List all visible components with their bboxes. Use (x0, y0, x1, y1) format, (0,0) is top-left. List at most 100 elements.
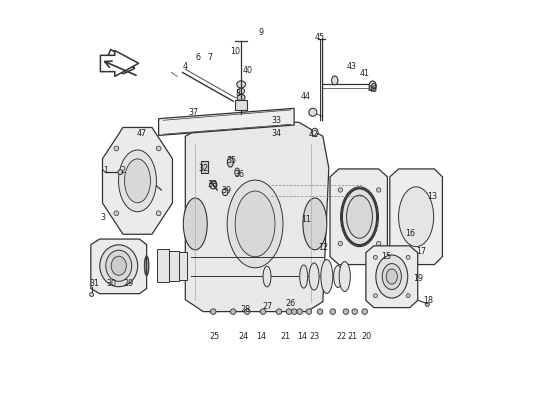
Ellipse shape (156, 211, 161, 216)
Bar (201, 161, 208, 173)
Ellipse shape (309, 263, 319, 290)
Text: 36: 36 (234, 170, 244, 178)
Text: 1: 1 (103, 166, 108, 175)
Ellipse shape (227, 157, 233, 167)
Ellipse shape (235, 168, 239, 176)
Ellipse shape (372, 83, 376, 89)
Text: 32: 32 (198, 164, 208, 174)
Ellipse shape (263, 266, 271, 287)
Text: 23: 23 (310, 332, 320, 341)
Ellipse shape (285, 112, 289, 115)
Text: 44: 44 (301, 92, 311, 101)
Ellipse shape (340, 187, 378, 247)
Polygon shape (102, 128, 173, 234)
Ellipse shape (168, 122, 171, 125)
Polygon shape (101, 50, 139, 76)
Text: 14: 14 (297, 332, 307, 341)
Ellipse shape (303, 198, 327, 250)
Ellipse shape (292, 309, 297, 314)
Ellipse shape (260, 309, 266, 314)
Ellipse shape (156, 146, 161, 151)
Text: Europes: Europes (251, 153, 363, 231)
Text: 46: 46 (367, 85, 378, 94)
Text: 28: 28 (240, 305, 250, 314)
Polygon shape (390, 169, 442, 264)
Text: 34: 34 (271, 128, 281, 138)
Ellipse shape (286, 309, 292, 314)
Text: 13: 13 (427, 192, 437, 200)
Ellipse shape (100, 245, 138, 287)
Ellipse shape (168, 129, 171, 132)
Text: 47: 47 (136, 128, 146, 138)
Ellipse shape (119, 150, 156, 212)
Ellipse shape (377, 241, 381, 246)
Ellipse shape (118, 170, 123, 174)
Ellipse shape (276, 309, 282, 314)
Text: 4: 4 (183, 62, 188, 71)
Ellipse shape (334, 266, 342, 288)
Text: 40: 40 (243, 66, 253, 74)
Text: 45: 45 (315, 33, 325, 42)
Ellipse shape (321, 260, 333, 294)
Ellipse shape (338, 188, 343, 192)
Ellipse shape (238, 88, 245, 94)
Ellipse shape (297, 309, 302, 314)
Text: 38: 38 (207, 180, 217, 189)
Ellipse shape (382, 264, 402, 290)
Text: 24: 24 (238, 332, 248, 341)
Ellipse shape (111, 256, 126, 275)
Ellipse shape (222, 188, 228, 196)
Ellipse shape (386, 269, 397, 284)
Text: 30: 30 (107, 279, 117, 288)
Ellipse shape (362, 309, 367, 314)
Ellipse shape (306, 309, 312, 314)
Polygon shape (330, 169, 387, 264)
Text: 27: 27 (263, 302, 273, 311)
Text: 29: 29 (124, 279, 134, 288)
Ellipse shape (352, 309, 358, 314)
Ellipse shape (244, 309, 250, 314)
Text: 18: 18 (424, 296, 433, 305)
Ellipse shape (373, 255, 377, 259)
Text: 15: 15 (382, 252, 392, 261)
Text: 33: 33 (271, 116, 281, 125)
Ellipse shape (235, 191, 275, 257)
Text: 7: 7 (208, 53, 213, 62)
Text: 6: 6 (196, 53, 201, 62)
Text: 20: 20 (361, 332, 372, 341)
Text: 21: 21 (280, 332, 291, 341)
Ellipse shape (346, 195, 372, 238)
Text: 3: 3 (100, 214, 105, 222)
Text: 41: 41 (360, 69, 370, 78)
Ellipse shape (312, 128, 318, 136)
Bar (169, 251, 179, 281)
Text: 16: 16 (405, 229, 416, 238)
Polygon shape (185, 122, 329, 312)
Text: 25: 25 (210, 332, 219, 341)
Polygon shape (104, 55, 135, 68)
Ellipse shape (369, 81, 376, 91)
Ellipse shape (309, 108, 317, 116)
Ellipse shape (330, 309, 336, 314)
Ellipse shape (343, 309, 349, 314)
Text: 9: 9 (258, 28, 263, 37)
Ellipse shape (300, 265, 307, 288)
Ellipse shape (211, 309, 216, 314)
Polygon shape (158, 108, 294, 136)
Text: 39: 39 (221, 186, 232, 195)
Text: 42: 42 (309, 130, 319, 139)
Ellipse shape (183, 198, 207, 250)
Text: 10: 10 (230, 47, 240, 56)
Bar (157, 250, 168, 282)
Polygon shape (104, 49, 135, 74)
Text: 14: 14 (256, 332, 266, 341)
Text: 11: 11 (301, 215, 311, 224)
Ellipse shape (124, 159, 151, 203)
Text: 37: 37 (188, 108, 199, 117)
Ellipse shape (227, 180, 283, 268)
Text: 2: 2 (120, 166, 125, 175)
Ellipse shape (90, 292, 94, 296)
Ellipse shape (332, 76, 338, 85)
Ellipse shape (230, 309, 236, 314)
Ellipse shape (106, 250, 131, 281)
